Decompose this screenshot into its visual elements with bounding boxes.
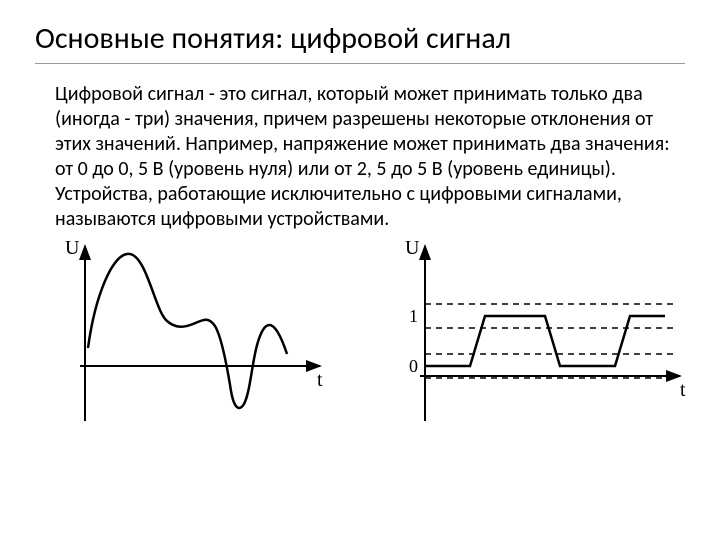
svg-text:U: U <box>405 237 420 259</box>
digital-svg: Ut 1 0 <box>395 236 695 426</box>
digital-signal-chart: Ut 1 0 <box>395 236 695 426</box>
charts-container: Ut Ut 1 0 <box>35 236 685 426</box>
svg-text:t: t <box>317 369 323 391</box>
svg-text:0: 0 <box>409 356 418 376</box>
svg-text:U: U <box>65 237 80 259</box>
analog-signal-chart: Ut <box>55 236 335 426</box>
analog-svg: Ut <box>55 236 335 426</box>
body-paragraph: Цифровой сигнал - это сигнал, который мо… <box>35 82 685 232</box>
slide-title: Основные понятия: цифровой сигнал <box>35 20 685 64</box>
svg-text:1: 1 <box>409 306 418 326</box>
svg-text:t: t <box>680 379 686 401</box>
